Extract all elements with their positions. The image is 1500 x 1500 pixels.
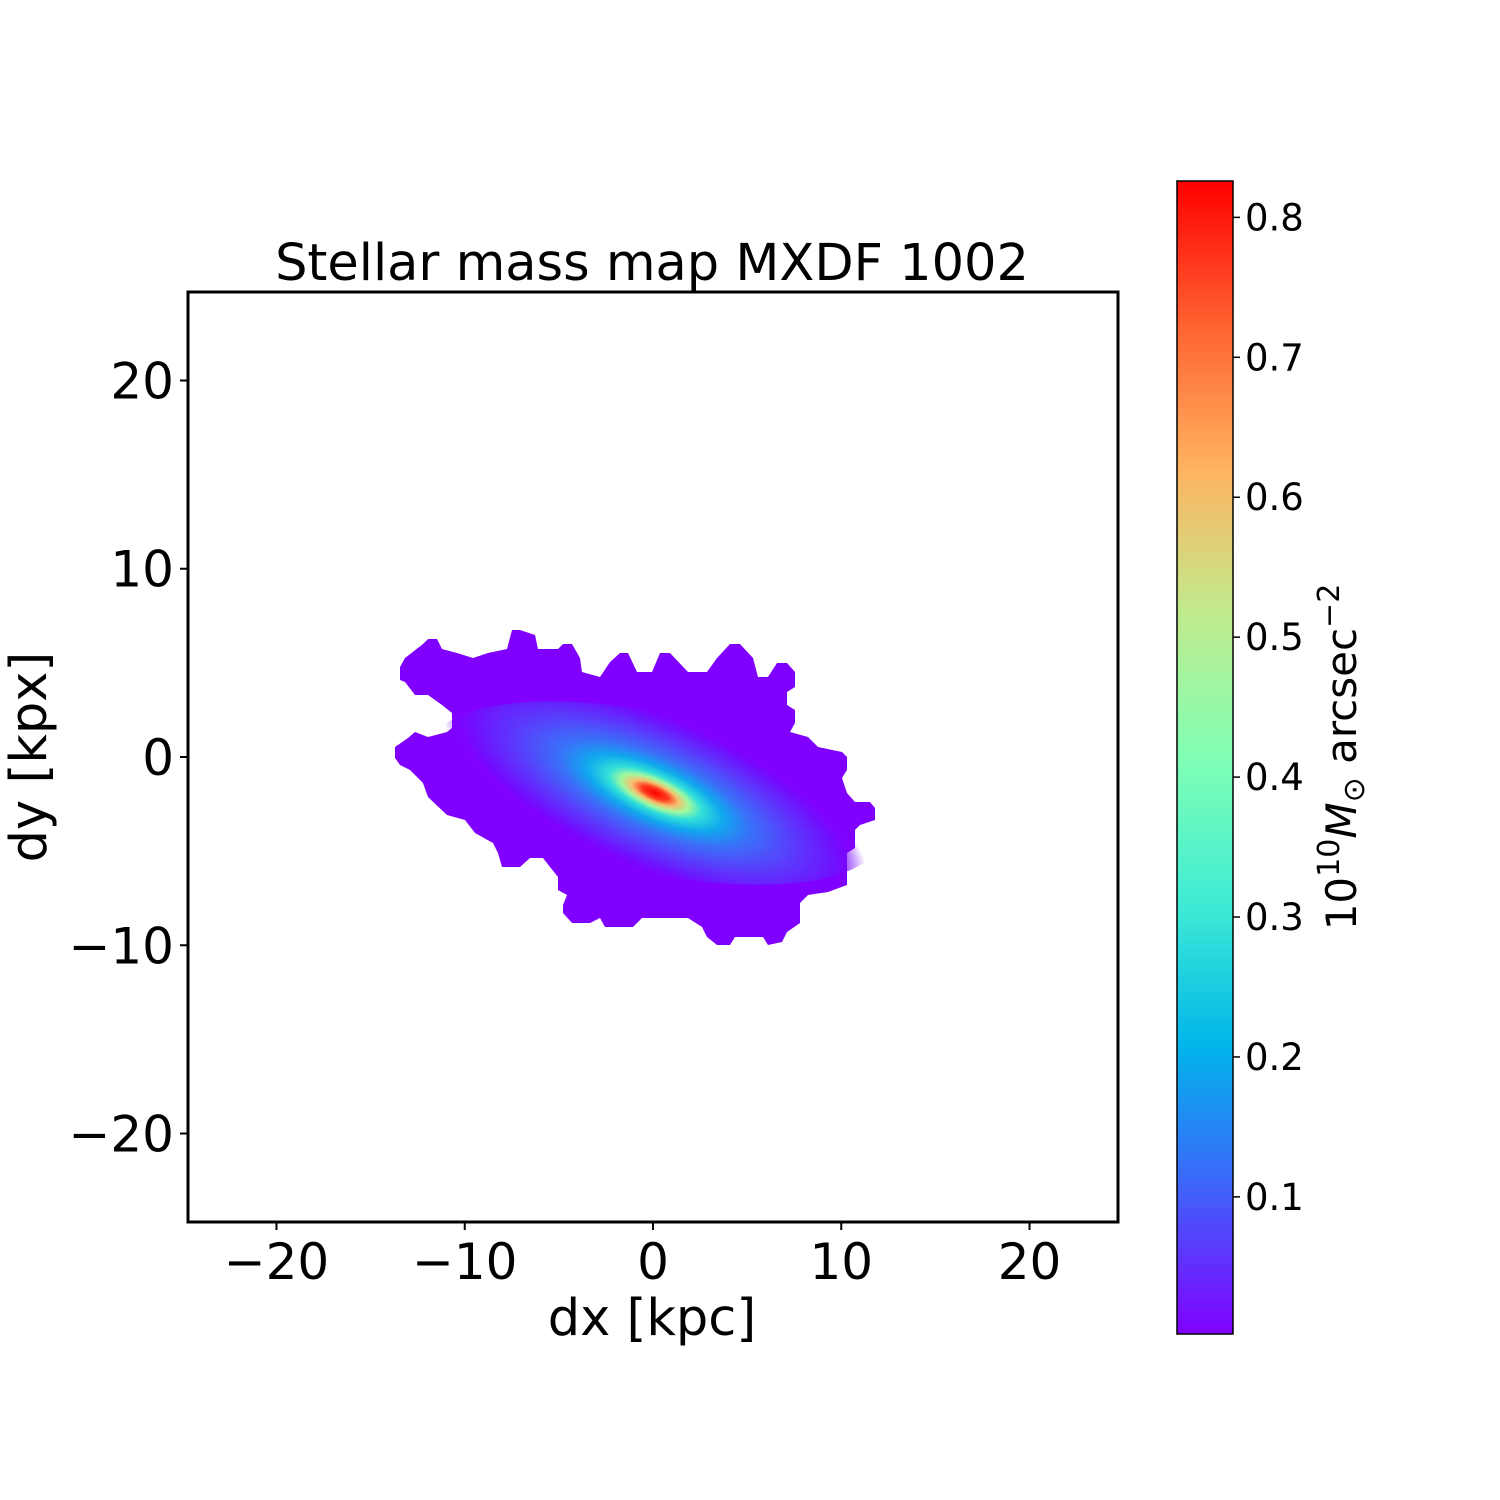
- colorbar-ticks: 0.1 0.2 0.3 0.4 0.5 0.6 0.7 0.8: [1233, 196, 1304, 1219]
- x-tick-label: 20: [998, 1233, 1062, 1291]
- y-tick-label: 0: [142, 729, 174, 787]
- chart-title: Stellar mass map MXDF 1002: [275, 234, 1029, 293]
- y-tick-label: −20: [68, 1106, 174, 1164]
- colorbar-tick-label: 0.1: [1245, 1176, 1304, 1219]
- colorbar-tick-label: 0.4: [1245, 756, 1304, 799]
- colorbar-tick-label: 0.5: [1245, 616, 1304, 659]
- heatmap: [395, 630, 881, 945]
- colorbar-label-sub: ⊙: [1337, 777, 1372, 802]
- y-tick-label: 10: [110, 541, 174, 599]
- colorbar-label: 1010M⊙ arcsec−2: [1312, 584, 1372, 931]
- y-tick-label: −10: [68, 917, 174, 975]
- y-axis: −20 −10 0 10 20: [68, 352, 188, 1164]
- x-axis: −20 −10 0 10 20: [224, 1222, 1062, 1291]
- colorbar-tick-label: 0.3: [1245, 896, 1304, 939]
- x-tick-label: −10: [412, 1233, 518, 1291]
- x-tick-label: −20: [224, 1233, 330, 1291]
- x-axis-label: dx [kpc]: [548, 1289, 757, 1348]
- colorbar-label-unit: arcsec: [1317, 628, 1366, 777]
- colorbar-tick-label: 0.8: [1245, 196, 1304, 239]
- y-axis-label: dy [kpx]: [0, 652, 59, 863]
- colorbar-label-exp: 10: [1312, 839, 1347, 877]
- colorbar-tick-label: 0.2: [1245, 1036, 1304, 1079]
- colorbar-tick-label: 0.7: [1245, 336, 1304, 379]
- galaxy-core: [429, 701, 881, 885]
- colorbar-label-symbol: M: [1317, 802, 1366, 838]
- colorbar-label-base: 10: [1317, 877, 1366, 930]
- x-tick-label: 0: [637, 1233, 669, 1291]
- x-tick-label: 10: [809, 1233, 873, 1291]
- y-tick-label: 20: [110, 352, 174, 410]
- colorbar-label-unit-exp: −2: [1312, 584, 1347, 628]
- colorbar: [1176, 180, 1234, 1335]
- colorbar-tick-label: 0.6: [1245, 476, 1304, 519]
